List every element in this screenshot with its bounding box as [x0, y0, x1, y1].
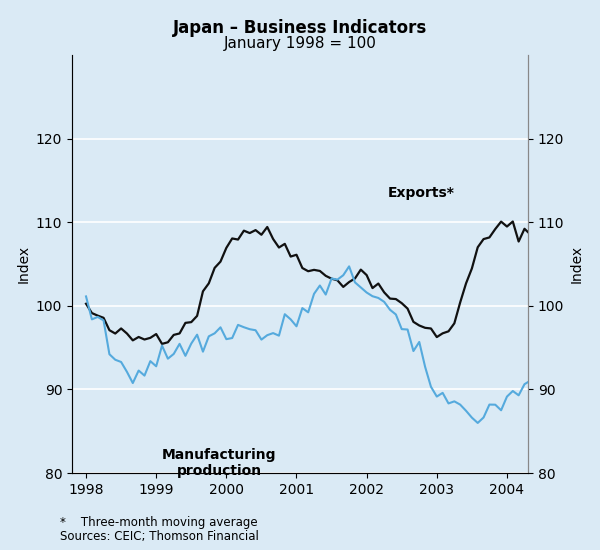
Text: January 1998 = 100: January 1998 = 100: [224, 36, 376, 51]
Y-axis label: Index: Index: [570, 245, 584, 283]
Y-axis label: Index: Index: [16, 245, 30, 283]
Text: Manufacturing
production: Manufacturing production: [162, 448, 277, 478]
Text: Exports*: Exports*: [388, 186, 455, 200]
Text: *    Three-month moving average: * Three-month moving average: [60, 516, 257, 529]
Text: Sources: CEIC; Thomson Financial: Sources: CEIC; Thomson Financial: [60, 530, 259, 543]
Text: Japan – Business Indicators: Japan – Business Indicators: [173, 19, 427, 37]
